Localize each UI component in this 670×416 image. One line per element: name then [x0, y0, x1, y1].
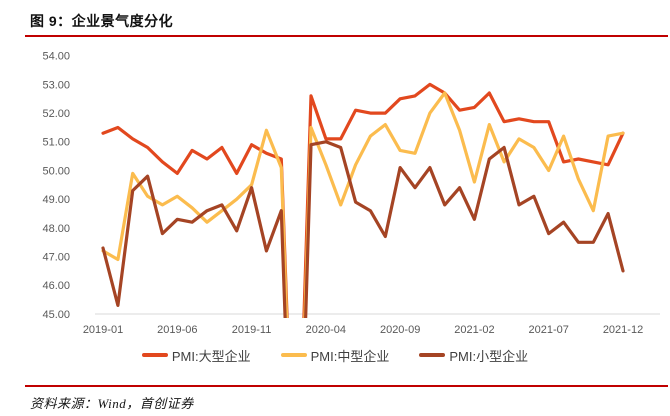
legend-swatch-large: [141, 353, 168, 357]
chart-legend: PMI:大型企业 PMI:中型企业 PMI:小型企业: [0, 346, 670, 364]
legend-swatch-medium: [280, 353, 307, 357]
source-text: 资料来源：Wind，首创证券: [30, 396, 194, 411]
legend-label: PMI:中型企业: [310, 348, 390, 364]
y-axis-label: 51.00: [42, 137, 70, 149]
x-axis-label: 2021-07: [529, 324, 569, 336]
x-axis-label: 2020-04: [306, 324, 346, 336]
y-axis-label: 54.00: [42, 51, 70, 63]
y-axis-label: 45.00: [42, 309, 70, 321]
legend-label: PMI:小型企业: [449, 348, 529, 364]
title-rule: [25, 35, 668, 37]
x-axis-label: 2019-06: [157, 324, 197, 336]
figure-title: 图 9：企业景气度分化: [30, 13, 174, 29]
footer-rule: [25, 385, 668, 387]
x-axis-label: 2019-01: [83, 324, 123, 336]
pmi-small-line: [101, 140, 625, 318]
y-axis-label: 49.00: [42, 194, 70, 206]
pmi-line-chart: 45.00 46.00 47.00 48.00 49.00 50.00 51.00 52.00…: [42, 51, 660, 336]
legend-item-large: PMI:大型企业: [141, 346, 251, 365]
legend-item-small: PMI:小型企业: [419, 346, 528, 365]
y-axis-label: 52.00: [42, 108, 70, 120]
figure-header: 图 9：企业景气度分化: [0, 0, 670, 31]
x-axis-label: 2019-11: [232, 324, 272, 336]
y-axis-label: 50.00: [42, 165, 70, 177]
legend-item-medium: PMI:中型企业: [280, 346, 390, 365]
x-axis-label: 2020-09: [380, 324, 420, 336]
y-axis-label: 53.00: [42, 79, 70, 91]
legend-swatch-small: [419, 353, 446, 357]
y-axis-label: 48.00: [42, 223, 70, 235]
y-axis-label: 47.00: [42, 251, 70, 263]
x-axis-label: 2021-02: [454, 324, 494, 336]
pmi-medium-line: [101, 91, 625, 318]
y-axis-label: 46.00: [42, 280, 70, 292]
x-axis-label: 2021-12: [603, 324, 643, 336]
legend-label: PMI:大型企业: [171, 348, 251, 364]
pmi-large-line: [101, 82, 625, 318]
